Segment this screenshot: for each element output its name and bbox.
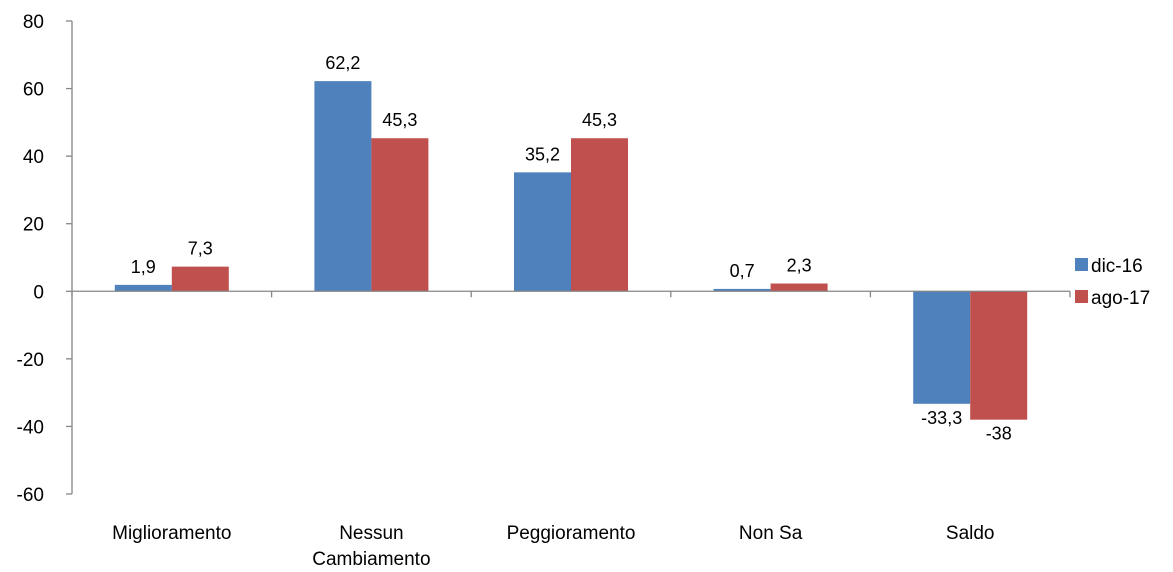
- bar-dic-16-2: [514, 172, 571, 292]
- x-category-label: Nessun Cambiamento: [312, 523, 430, 570]
- data-label: 45,3: [582, 110, 617, 130]
- x-category-label: Saldo: [946, 523, 995, 544]
- legend-label: dic-16: [1091, 256, 1143, 277]
- bar-dic-16-3: [713, 288, 771, 292]
- bar-ago-17-2: [571, 138, 628, 292]
- legend-label: ago-17: [1091, 288, 1150, 309]
- bar-dic-16-0: [114, 284, 172, 292]
- data-label: 1,9: [131, 257, 156, 277]
- data-label: 62,2: [325, 53, 360, 73]
- data-label: 0,7: [730, 261, 755, 281]
- y-tick-label: 20: [23, 215, 44, 236]
- y-tick-label: -60: [17, 485, 44, 506]
- x-category-label: Miglioramento: [112, 523, 231, 544]
- y-axis: 80 60 40 20 0 -20 -40 -60: [17, 12, 73, 506]
- bar-dic-16-1: [314, 81, 372, 292]
- x-category-label: Non Sa: [739, 523, 803, 544]
- legend-swatch: [1075, 258, 1088, 271]
- bar-dic-16-4: [913, 291, 971, 404]
- bar-ago-17-0: [171, 266, 229, 292]
- y-tick-label: 40: [23, 147, 44, 168]
- data-label: 35,2: [525, 144, 560, 164]
- data-label: 7,3: [188, 239, 213, 259]
- y-tick-label: -20: [17, 350, 44, 371]
- bar-ago-17-1: [371, 138, 429, 292]
- legend: dic-16 ago-17: [1075, 256, 1150, 309]
- x-axis: Miglioramento Nessun Cambiamento Peggiorame…: [71, 290, 1071, 570]
- data-labels: 1,9 62,2 35,2 0,7 -33,3 7,3 45,3 45,3 2,3 -38: [131, 53, 1012, 444]
- data-label: 2,3: [787, 256, 812, 276]
- data-label: -33,3: [921, 408, 962, 428]
- y-tick-label: 0: [33, 282, 44, 303]
- y-tick-label: 60: [23, 80, 44, 101]
- data-label: 45,3: [382, 110, 417, 130]
- bar-ago-17-4: [970, 291, 1028, 420]
- bars: [114, 81, 1028, 420]
- data-label: -38: [986, 424, 1012, 444]
- x-category-label: Peggioramento: [507, 523, 636, 544]
- y-tick-label: -40: [17, 417, 44, 438]
- y-tick-label: 80: [23, 12, 44, 33]
- bar-ago-17-3: [770, 283, 828, 292]
- legend-swatch: [1075, 290, 1088, 303]
